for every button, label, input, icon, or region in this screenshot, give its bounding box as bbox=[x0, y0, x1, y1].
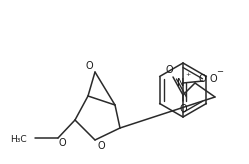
Text: +: + bbox=[185, 72, 191, 78]
Text: O: O bbox=[179, 104, 187, 114]
Text: N: N bbox=[177, 78, 185, 88]
Text: O: O bbox=[97, 141, 105, 151]
Text: O: O bbox=[165, 65, 173, 75]
Text: H₃C: H₃C bbox=[10, 135, 27, 144]
Text: O: O bbox=[85, 61, 93, 71]
Text: O: O bbox=[58, 138, 66, 148]
Text: O: O bbox=[209, 74, 217, 84]
Text: O: O bbox=[198, 74, 206, 84]
Text: −: − bbox=[216, 68, 224, 76]
